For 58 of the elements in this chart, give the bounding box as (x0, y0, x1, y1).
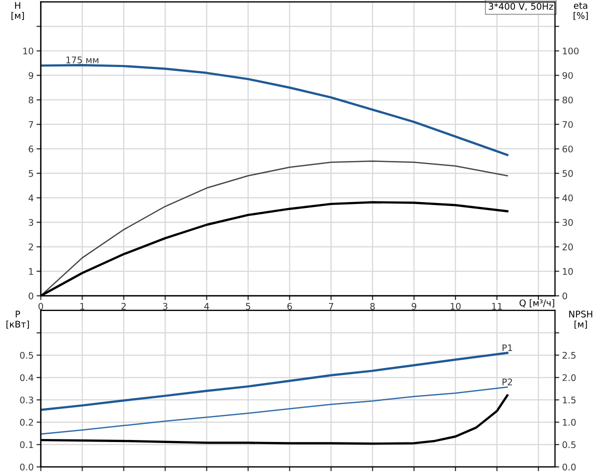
line-series (40, 160, 508, 296)
x-tick-label: 10 (450, 302, 461, 310)
y-tick-label: 3 (28, 219, 34, 226)
series-label: P2 (502, 378, 512, 386)
y-tick-label: 0.5 (20, 352, 34, 359)
y-tick-label: 0.3 (20, 396, 34, 404)
y-tick-label: 2 (28, 244, 33, 250)
y2-tick-label: 0.5 (562, 441, 576, 448)
y2-tick-label: 100 (562, 48, 579, 54)
y-tick-label: 9 (28, 72, 34, 79)
y2-tick-label: 90 (562, 72, 573, 79)
x-tick-label: 6 (287, 302, 292, 310)
y2-tick-label: 2.5 (562, 352, 576, 359)
y2-axis-title: NPSH [м] (569, 310, 592, 329)
x-tick-label: 2 (122, 302, 126, 310)
y2-tick-label: 60 (562, 146, 573, 152)
x-tick-label: 7 (328, 303, 334, 310)
y2-tick-label: 80 (562, 96, 573, 104)
y-tick-label: 0.0 (20, 464, 34, 470)
x-tick-label: 9 (412, 302, 416, 310)
y-axis-title: P [кВт] (6, 310, 29, 329)
x-tick-label: 3 (163, 302, 168, 310)
y-tick-label: 1 (29, 268, 34, 275)
y-tick-label: 0.4 (20, 374, 34, 382)
y2-tick-label: 20 (562, 244, 573, 250)
series-label: 175 мм (66, 56, 98, 64)
x-tick-label: 4 (204, 303, 210, 310)
y-tick-label: 10 (23, 48, 34, 54)
y2-tick-label: 1.0 (562, 418, 576, 426)
series-label: P1 (502, 344, 512, 352)
x-tick-label: 5 (246, 303, 250, 310)
x-tick-label: 1 (80, 303, 84, 310)
y-tick-label: 0.2 (20, 418, 33, 426)
y2-tick-label: 0.0 (562, 464, 576, 470)
y-axis-title: H [м] (12, 2, 24, 20)
chart-subtitle: 3*400 V, 50Hz (488, 2, 554, 11)
y2-tick-label: 70 (562, 121, 573, 128)
x-axis-title: Q [м³/ч] (520, 299, 554, 308)
x-tick-label: 11 (492, 303, 502, 310)
y2-tick-label: 0 (562, 292, 568, 300)
x-tick-label: 8 (370, 302, 375, 310)
y2-axis-title: eta [%] (574, 2, 588, 20)
line-series (40, 64, 508, 156)
y-tick-label: 0.1 (20, 441, 34, 448)
y-tick-label: 5 (28, 170, 34, 177)
y-tick-label: 0 (28, 292, 34, 300)
y2-tick-label: 10 (562, 268, 573, 275)
y-tick-label: 4 (28, 194, 34, 202)
y2-tick-label: 1.5 (562, 396, 576, 404)
y2-tick-label: 2.0 (562, 374, 576, 382)
line-series (40, 386, 508, 435)
y-tick-label: 7 (28, 121, 34, 128)
y-tick-label: 8 (28, 96, 34, 104)
y2-tick-label: 30 (562, 219, 573, 226)
x-tick-label: 0 (38, 302, 44, 310)
y2-tick-label: 40 (562, 194, 573, 202)
y-tick-label: 6 (28, 146, 34, 152)
y2-tick-label: 50 (562, 170, 573, 177)
